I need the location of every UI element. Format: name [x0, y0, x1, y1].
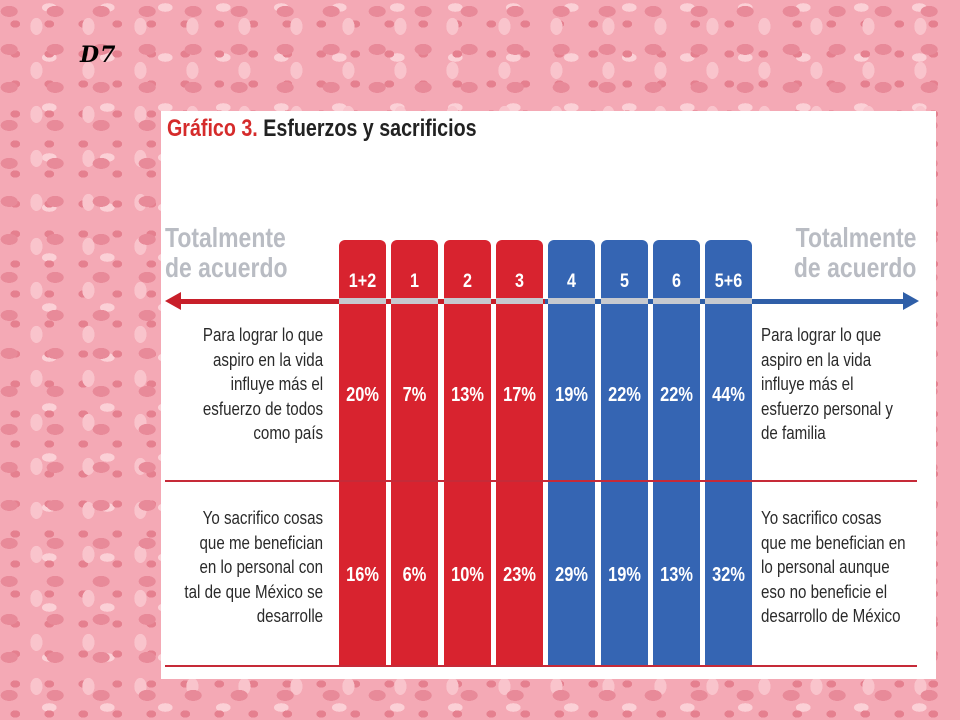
scale-column-1-plus-2 [339, 240, 386, 666]
column-axis-segment [391, 298, 438, 304]
arrow-right-icon [903, 292, 919, 310]
column-axis-segment [705, 298, 752, 304]
data-label: 32% [712, 564, 745, 586]
scale-column-1 [391, 240, 438, 666]
statement-line: que me benefician [199, 532, 323, 553]
data-label: 29% [555, 564, 588, 586]
scale-column-2 [444, 240, 491, 666]
statement-line: en lo personal con [199, 557, 323, 577]
scale-column-label: 3 [514, 271, 524, 292]
data-label: 20% [346, 384, 379, 406]
statement-line: de familia [761, 423, 826, 443]
column-axis-segment [653, 298, 700, 304]
data-label: 6% [402, 564, 427, 586]
column-axis-segment [601, 298, 648, 304]
row-divider [165, 665, 917, 667]
statement-line: eso no beneficie el [761, 581, 888, 602]
statement-line: aspiro en la vida [212, 349, 323, 370]
data-label: 44% [712, 384, 745, 406]
column-axis-segment [339, 298, 386, 304]
statement-line: influye más el [761, 374, 854, 394]
arrow-left-icon [165, 292, 181, 310]
left-header-line-2: de acuerdo [165, 252, 288, 283]
row-2-right-statement: Yo sacrifico cosas que me benefician en … [761, 506, 906, 629]
chart-title: Gráfico 3. Esfuerzos y sacrificios [167, 115, 477, 143]
statement-line: Para lograr lo que [202, 325, 323, 345]
scale-column-label: 2 [462, 271, 472, 292]
data-label: 22% [608, 384, 641, 406]
statement-line: esfuerzo personal y [761, 398, 893, 419]
scale-column-label: 6 [671, 271, 681, 292]
data-label: 19% [608, 564, 641, 586]
data-label: 13% [660, 564, 693, 586]
statement-line: lo personal aunque [761, 557, 890, 577]
chart-title-prefix: Gráfico 3. [167, 115, 258, 142]
statement-line: desarrolle [256, 606, 323, 626]
column-axis-segment [444, 298, 491, 304]
row-1-right-statement: Para lograr lo que aspiro en la vida inf… [761, 323, 893, 446]
scale-column-label: 5 [619, 271, 629, 292]
scale-column-label: 1 [409, 271, 419, 292]
scale-column-label: 5+6 [714, 271, 743, 292]
statement-line: Yo sacrifico cosas [202, 508, 323, 528]
scale-column-3 [496, 240, 543, 666]
statement-line: desarrollo de México [761, 606, 901, 626]
chart-title-main: Esfuerzos y sacrificios [263, 115, 477, 142]
row-2-left-statement: Yo sacrifico cosas que me benefician en … [184, 506, 323, 629]
scale-column-label: 1+2 [348, 271, 377, 292]
statement-line: influye más el [230, 374, 323, 394]
statement-line: tal de que México se [184, 581, 323, 602]
scale-column-label: 4 [566, 271, 576, 292]
data-label: 13% [451, 384, 484, 406]
row-1-left-statement: Para lograr lo que aspiro en la vida inf… [203, 323, 323, 446]
chart-panel: Gráfico 3. Esfuerzos y sacrificios Total… [161, 111, 936, 679]
scale-column-6 [653, 240, 700, 666]
statement-line: esfuerzo de todos [202, 398, 323, 419]
statement-line: Yo sacrifico cosas [761, 508, 882, 528]
right-header-line-2: de acuerdo [793, 252, 916, 283]
column-axis-segment [496, 298, 543, 304]
left-scale-header: Totalmente de acuerdo [165, 223, 288, 283]
data-label: 16% [346, 564, 379, 586]
statement-line: como país [253, 423, 323, 443]
slide-tag: D7 [80, 42, 117, 68]
statement-line: que me benefician en [761, 532, 906, 553]
data-label: 23% [503, 564, 536, 586]
right-scale-header: Totalmente de acuerdo [793, 223, 916, 283]
data-label: 22% [660, 384, 693, 406]
data-label: 17% [503, 384, 536, 406]
data-label: 10% [451, 564, 484, 586]
scale-column-4 [548, 240, 595, 666]
column-axis-segment [548, 298, 595, 304]
data-label: 19% [555, 384, 588, 406]
scale-column-5-plus-6 [705, 240, 752, 666]
row-divider [165, 480, 917, 482]
statement-line: Para lograr lo que [761, 325, 882, 345]
scale-column-5 [601, 240, 648, 666]
data-label: 7% [402, 384, 427, 406]
statement-line: aspiro en la vida [761, 349, 872, 370]
right-header-line-1: Totalmente [795, 222, 916, 253]
left-header-line-1: Totalmente [165, 222, 286, 253]
